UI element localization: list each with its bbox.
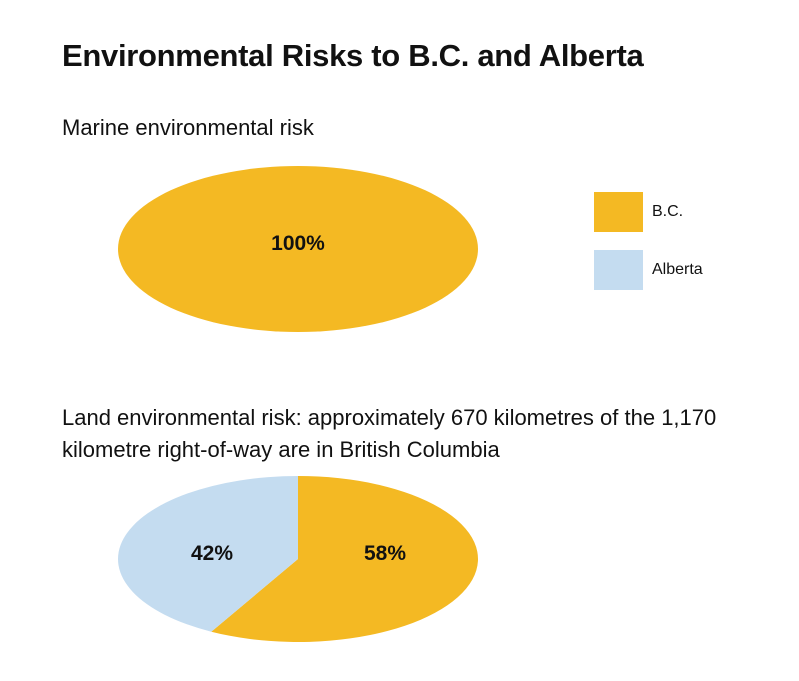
data-label-bc: 100% — [271, 232, 325, 255]
legend-swatch-bc — [594, 192, 643, 232]
marine-chart-title: Marine environmental risk — [62, 115, 314, 140]
marine-pie-chart: 100% — [118, 166, 478, 332]
land-chart-title: Land environmental risk: approximately 6… — [62, 405, 717, 462]
legend-label-alberta: Alberta — [652, 261, 703, 278]
pie-slice-alberta — [118, 476, 298, 632]
pie-slice-bc — [118, 166, 478, 332]
legend-label-bc: B.C. — [652, 203, 684, 220]
data-label-bc: 58% — [364, 542, 406, 565]
data-label-alberta: 42% — [191, 542, 233, 565]
land-pie-chart: 58% 42% — [118, 476, 479, 643]
legend-swatch-alberta — [594, 250, 643, 290]
pie-slice-bc — [211, 476, 479, 643]
page-title: Environmental Risks to B.C. and Alberta — [62, 38, 644, 73]
